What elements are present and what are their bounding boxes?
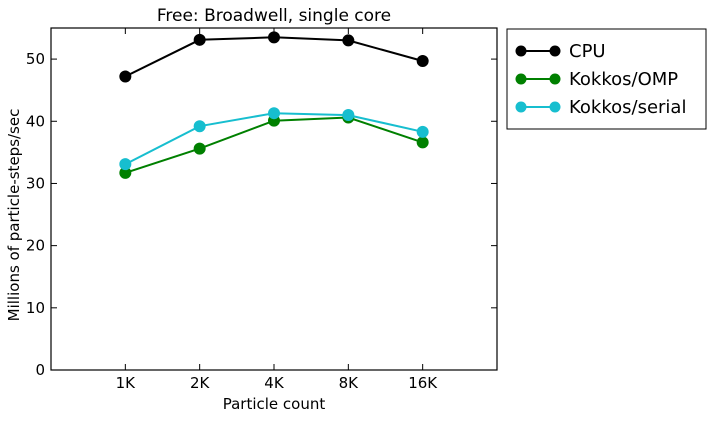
x-tick-label: 8K xyxy=(339,374,360,392)
legend-label-kokkos-serial: Kokkos/serial xyxy=(569,97,686,118)
legend-marker-kokkos-omp xyxy=(515,73,527,85)
x-tick-label: 4K xyxy=(264,374,285,392)
y-tick-label: 30 xyxy=(26,174,45,192)
x-tick-label: 16K xyxy=(408,374,438,392)
data-point-kokkos-serial xyxy=(193,120,206,133)
legend-marker-cpu xyxy=(515,45,527,57)
y-tick-label: 20 xyxy=(26,237,45,255)
data-point-cpu xyxy=(342,34,355,47)
chart-title: Free: Broadwell, single core xyxy=(157,6,391,26)
y-tick-label: 40 xyxy=(26,112,45,130)
x-tick-label: 1K xyxy=(116,374,137,392)
y-tick-label: 10 xyxy=(26,299,45,317)
data-point-kokkos-omp xyxy=(193,142,206,155)
data-point-kokkos-serial xyxy=(119,158,132,171)
plot-area: 0 10 20 30 40 50 1K 2K 4K 8K 16K xyxy=(26,27,498,392)
x-tick-label: 2K xyxy=(190,374,211,392)
x-axis-label: Particle count xyxy=(223,395,326,413)
data-point-kokkos-serial xyxy=(268,107,280,120)
legend-marker-cpu xyxy=(549,45,561,57)
plot-frame xyxy=(50,27,498,371)
data-point-cpu xyxy=(193,33,206,46)
y-axis-label: Millions of particle-steps/sec xyxy=(5,109,23,322)
data-point-kokkos-omp xyxy=(416,136,429,149)
legend-marker-kokkos-omp xyxy=(549,73,561,85)
legend-label-kokkos-omp: Kokkos/OMP xyxy=(569,69,678,90)
data-point-kokkos-serial xyxy=(342,109,355,122)
legend: CPU Kokkos/OMP Kokkos/serial xyxy=(506,28,707,130)
data-point-cpu xyxy=(416,54,429,67)
legend-marker-kokkos-serial xyxy=(549,101,561,113)
legend-marker-kokkos-serial xyxy=(515,101,527,113)
data-point-cpu xyxy=(268,31,280,44)
legend-label-cpu: CPU xyxy=(569,41,606,62)
y-tick-label: 50 xyxy=(26,50,45,68)
data-point-kokkos-serial xyxy=(416,125,429,138)
y-tick-label: 0 xyxy=(35,361,45,379)
data-point-cpu xyxy=(119,70,132,83)
